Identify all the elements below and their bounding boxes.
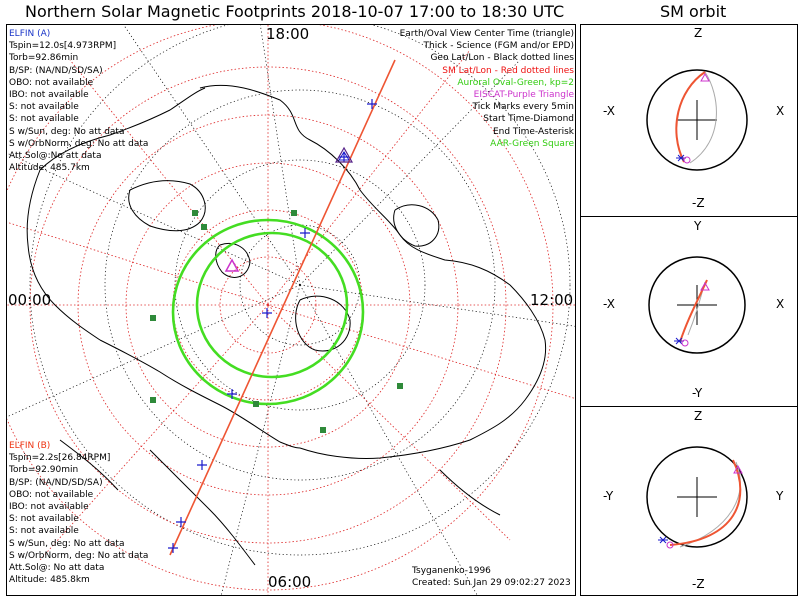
sm-frame (580, 24, 798, 596)
plot-title: Northern Solar Magnetic Footprints 2018-… (25, 2, 565, 21)
legend-item: EISCAT-Purple Triangle (473, 90, 574, 101)
elfin-a-line: IBO: not available (9, 90, 89, 101)
legend-item: Thick - Science (FGM and/or EPD) (423, 41, 574, 52)
elfin-a-line: S: not available (9, 102, 79, 113)
tick-mark (262, 308, 272, 318)
elfin-b-line: Tspin=2.2s[26.84RPM] (9, 453, 111, 464)
sm-divider (580, 216, 798, 217)
sm-axis-label: -Z (692, 196, 705, 210)
model-credit: Tsyganenko-1996 (412, 566, 491, 576)
tick-mark (300, 228, 310, 238)
tick-mark (367, 99, 377, 109)
aar-square (397, 383, 403, 389)
sm-axis-label: -Y (603, 489, 614, 503)
auroral-oval (171, 218, 365, 406)
elfin-a-line: OBO: not available (9, 77, 94, 88)
tick-mark (227, 389, 237, 399)
geo-grid (7, 25, 575, 595)
sm-axis-label: -Y (692, 386, 703, 400)
aar-square (192, 210, 198, 216)
sm-panel-xy (648, 256, 746, 354)
elfin-b-header: ELFIN (B) (9, 441, 51, 451)
sm-axis-label: Y (694, 219, 702, 233)
mlt-label-left: 00:00 (8, 291, 52, 309)
map-frame (6, 24, 576, 596)
elfin-a-line: S w/Sun, deg: No att data (9, 126, 125, 137)
elfin-b-line: Torb=92.90min (9, 465, 79, 476)
eiscat-triangle (224, 258, 240, 272)
mlt-label-right: 12:00 (530, 291, 574, 309)
legend-item: Earth/Oval View Center Time (triangle) (399, 29, 574, 39)
sm-axis-label: X (776, 104, 785, 118)
legend-item: Auroral Oval-Green, kp=2 (457, 77, 574, 88)
elfin-b-line: S: not available (9, 514, 79, 525)
elfin-a-line: Torb=92.86min (9, 53, 79, 64)
sm-axis-label: -Z (692, 577, 705, 591)
view-center-triangle (338, 151, 350, 161)
aar-square (291, 210, 297, 216)
elfin-b-line: Altitude: 485.8km (9, 575, 90, 586)
sm-axis-label: X (776, 297, 785, 311)
elfin-a-line: Altitude: 485.7km (9, 163, 90, 174)
sm-orbit-panels (646, 69, 748, 549)
elfin-a-header: ELFIN (A) (9, 29, 51, 39)
legend-item: Tick Marks every 5min (472, 102, 574, 113)
sm-axis-label: -X (603, 297, 615, 311)
elfin-a-line: Tspin=12.0s[4.973RPM] (9, 41, 117, 52)
elfin-a-line: S w/OrbNorm, deg: No att data (9, 138, 149, 149)
aar-square (150, 397, 156, 403)
sm-axis-label: Z (694, 409, 703, 423)
elfin-a-line: Att.Sol@:No att data (9, 151, 102, 162)
elfin-b-line: S w/Sun, deg: No att data (9, 538, 125, 549)
mlt-label-bottom: 06:00 (268, 573, 312, 591)
elfin-b-line: S w/OrbNorm, deg: No att data (9, 550, 149, 561)
aar-square (320, 427, 326, 433)
mlt-label-top: 18:00 (266, 25, 310, 43)
aar-square (253, 401, 259, 407)
legend-item: SM Lat/Lon - Red dotted lines (442, 65, 574, 76)
aar-squares (150, 210, 403, 433)
sm-axis-label: Z (694, 26, 703, 40)
elfin-b-line: OBO: not available (9, 489, 94, 500)
view-center-triangle (334, 146, 354, 163)
sm-orbit-title: SM orbit (660, 2, 727, 21)
sm-divider (580, 406, 798, 407)
elfin-a-info: ELFIN (A) Tspin=12.0s[4.973RPM] Torb=92.… (9, 28, 148, 174)
elfin-a-line: S: not available (9, 114, 79, 125)
legend-item: Geo Lat/Lon - Black dotted lines (430, 53, 574, 64)
elfin-b-line: B/SP: (NA/ND/SD/SA) (9, 477, 103, 488)
elfin-b-line: S: not available (9, 526, 79, 537)
created-timestamp: Created: Sun Jan 29 09:02:27 2023 (412, 578, 571, 588)
tick-mark (197, 460, 207, 470)
elfin-a-line: B/SP: (NA/ND/SD/SA) (9, 65, 103, 76)
coastlines (26, 84, 547, 566)
sm-panel-xz (646, 69, 748, 171)
legend-item: Start Time-Diamond (483, 114, 574, 125)
tick-mark (176, 517, 186, 527)
legend-item: End Time-Asterisk (492, 126, 574, 137)
aar-square (201, 224, 207, 230)
elfin-b-line: IBO: not available (9, 502, 89, 513)
elfin-track (168, 59, 396, 556)
sm-axis-label: -X (603, 104, 615, 118)
legend: Earth/Oval View Center Time (triangle) T… (400, 28, 574, 150)
elfin-b-line: Att.Sol@: No att data (9, 563, 105, 574)
elfin-b-info: ELFIN (B) Tspin=2.2s[26.84RPM] Torb=92.9… (9, 440, 148, 586)
aar-square (150, 315, 156, 321)
sm-panel-yz (646, 446, 748, 549)
legend-item: AAR-Green Square (490, 138, 574, 149)
tick-mark (168, 543, 178, 553)
sm-axis-label: Y (776, 489, 784, 503)
